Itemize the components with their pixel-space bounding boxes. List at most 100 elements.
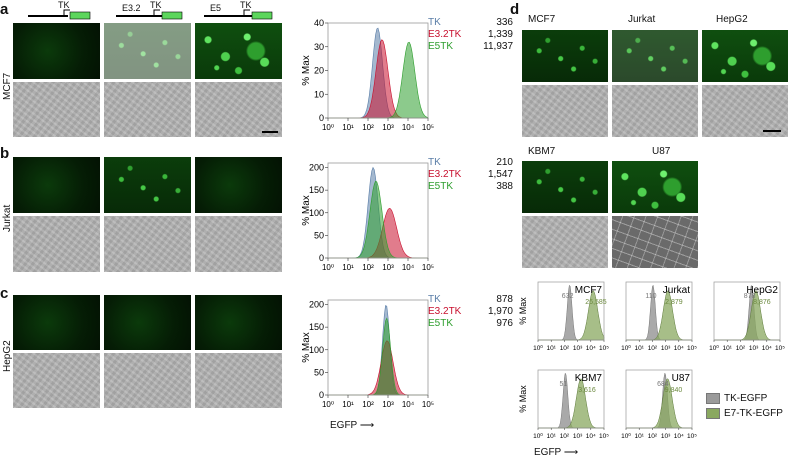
d-x-tick-label: 10² xyxy=(560,433,570,440)
d-image-mcf7-bf xyxy=(522,85,608,137)
x-tick-label: 10⁴ xyxy=(402,123,415,132)
d-hist-gray-value: 110 xyxy=(645,293,656,300)
legend-c-tk: TK 878 xyxy=(428,294,513,305)
x-tick-label: 10⁴ xyxy=(402,400,415,409)
d-scale-bar xyxy=(763,130,781,132)
d-hist-cell-name: MCF7 xyxy=(575,285,603,296)
d-legend-green: E7-TK-EGFP xyxy=(706,408,783,419)
y-tick-label: 10 xyxy=(314,89,324,99)
image-hepg2-e32-fluor xyxy=(104,295,191,350)
y-tick-label: 150 xyxy=(309,185,324,195)
y-tick-label: 0 xyxy=(319,113,324,123)
image-jurkat-tk-fluor xyxy=(13,157,100,213)
d-x-tick-label: 10⁰ xyxy=(709,344,719,352)
d-x-tick-label: 10¹ xyxy=(634,345,644,352)
d-hist-green-value: 3,616 xyxy=(578,387,596,394)
x-tick-label: 10⁵ xyxy=(422,263,434,272)
x-tick-label: 10⁰ xyxy=(322,123,334,132)
x-tick-label: 10⁴ xyxy=(402,263,415,272)
image-hepg2-e32-bf xyxy=(104,353,191,408)
x-tick-label: 10³ xyxy=(382,400,394,409)
d-x-tick-label: 10⁴ xyxy=(762,345,772,352)
d-image-jurkat-fluor xyxy=(612,30,698,82)
d-x-tick-label: 10⁰ xyxy=(621,432,631,440)
panel-label-b: b xyxy=(0,145,10,162)
x-tick-label: 10¹ xyxy=(342,400,354,409)
d-x-tick-label: 10¹ xyxy=(546,433,556,440)
ylabel: % Max xyxy=(301,55,312,86)
d-x-tick-label: 10³ xyxy=(573,433,583,440)
d-x-tick-label: 10⁴ xyxy=(586,433,596,440)
d-x-tick-label: 10¹ xyxy=(634,433,644,440)
x-tick-label: 10¹ xyxy=(342,123,354,132)
y-tick-label: 100 xyxy=(309,345,324,355)
y-tick-label: 200 xyxy=(309,300,324,310)
histogram-c: % Max 0 50 100 150 200 10⁰ 10¹ 10² 10³ 10⁴ 10⁵ xyxy=(301,300,434,409)
d-histogram-jurkat: Jurkat 110 2,879 10⁰ 10¹ 10² 10³ 10⁴ 10⁵ xyxy=(621,281,697,352)
construct-diagrams xyxy=(28,9,273,20)
x-tick-label: 10³ xyxy=(382,263,394,272)
d-x-tick-label: 10⁴ xyxy=(674,433,684,440)
d-ylabel: % Max xyxy=(518,385,528,413)
construct-label-e5: E5 xyxy=(210,3,222,13)
x-tick-label: 10⁵ xyxy=(422,400,434,409)
d-image-u87-bf xyxy=(612,216,698,268)
legend-c-e32tk: E3.2TK 1,970 xyxy=(428,306,513,317)
x-tick-label: 10¹ xyxy=(342,263,354,272)
d-plot-frame xyxy=(625,281,693,341)
d-x-tick-label: 10² xyxy=(560,345,570,352)
d-x-tick-label: 10⁰ xyxy=(533,432,543,440)
y-tick-label: 200 xyxy=(309,163,324,173)
x-tick-label: 10⁰ xyxy=(322,400,334,409)
construct-label-e32: E3.2 xyxy=(122,3,141,13)
egfp-box xyxy=(69,11,91,20)
d-x-tick-label: 10⁵ xyxy=(599,433,609,440)
row-label-mcf7: MCF7 xyxy=(2,72,13,100)
row-label-jurkat: Jurkat xyxy=(2,204,13,232)
d-x-tick-label: 10⁴ xyxy=(586,345,596,352)
x-tick-label: 10⁵ xyxy=(422,123,434,132)
image-hepg2-tk-fluor xyxy=(13,295,100,350)
d-image-hepg2-bf xyxy=(702,85,788,137)
x-tick-label: 10³ xyxy=(382,123,394,132)
image-hepg2-e5-bf xyxy=(195,353,282,408)
d-x-tick-label: 10¹ xyxy=(546,345,556,352)
y-tick-label: 150 xyxy=(309,322,324,332)
legend-a-e5tk: E5TK 11,937 xyxy=(428,41,513,52)
panel-label-a: a xyxy=(0,1,9,18)
d-image-u87-fluor xyxy=(612,161,698,213)
d-hist-gray-value: 878 xyxy=(744,293,756,300)
x-tick-label: 10² xyxy=(362,123,374,132)
xlabel-egfp-c: EGFP ⟶ xyxy=(330,420,375,431)
d-xlabel-egfp: EGFP ⟶ xyxy=(534,447,579,458)
d-hist-cell-name: HepG2 xyxy=(746,285,778,296)
y-tick-label: 50 xyxy=(314,230,324,240)
legend-b-e5tk: E5TK 388 xyxy=(428,181,513,192)
y-tick-label: 0 xyxy=(319,390,324,400)
d-x-tick-label: 10² xyxy=(736,345,746,352)
plot-frame xyxy=(327,162,429,259)
image-mcf7-e32-fluor xyxy=(104,23,191,79)
image-hepg2-tk-bf xyxy=(13,353,100,408)
construct-label-tk2: TK xyxy=(150,0,162,10)
d-x-tick-label: 10² xyxy=(648,433,658,440)
d-x-tick-label: 10⁵ xyxy=(687,345,697,352)
d-hist-green-value: 26,585 xyxy=(585,299,607,306)
d-x-tick-label: 10³ xyxy=(573,345,583,352)
d-x-tick-label: 10¹ xyxy=(722,345,732,352)
image-mcf7-tk-fluor xyxy=(13,23,100,79)
x-tick-label: 10² xyxy=(362,400,374,409)
ylabel: % Max xyxy=(301,195,312,226)
histogram-b: % Max 0 50 100 150 200 10⁰ 10¹ 10² 10³ 10⁴ 10⁵ xyxy=(301,162,434,272)
legend-a-tk: TK 336 xyxy=(428,17,513,28)
legend-b-e32tk: E3.2TK 1,547 xyxy=(428,169,513,180)
image-hepg2-e5-fluor xyxy=(195,295,282,350)
d-plot-frame xyxy=(537,281,605,341)
d-hist-green-value: 8,876 xyxy=(753,299,771,306)
image-jurkat-e5-fluor xyxy=(195,157,282,213)
image-mcf7-e5-bf xyxy=(195,82,282,137)
ylabel: % Max xyxy=(301,332,312,363)
d-plot-frame xyxy=(713,281,781,341)
